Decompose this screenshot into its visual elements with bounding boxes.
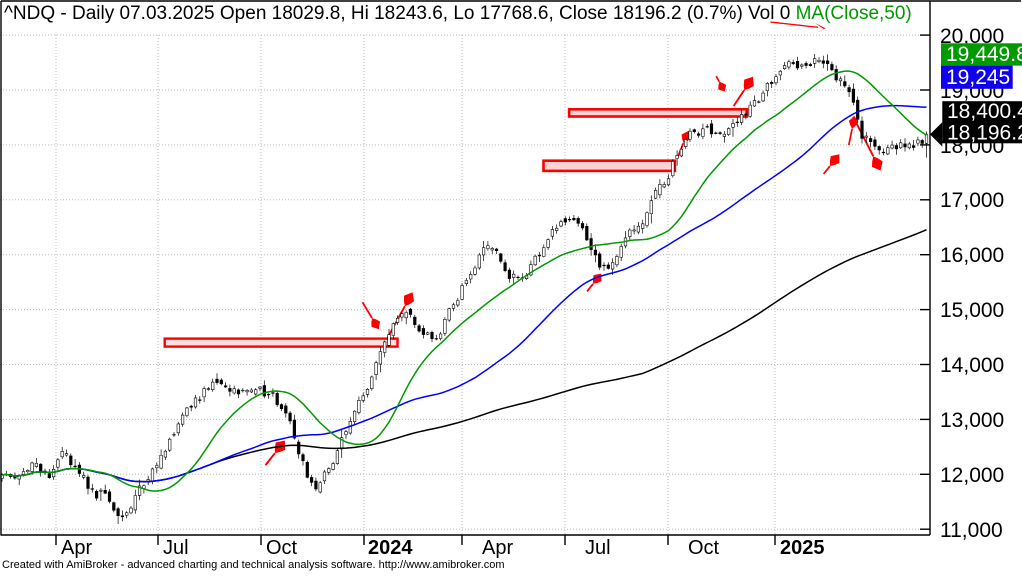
svg-text:18,196.2: 18,196.2	[947, 122, 1022, 145]
svg-text:18,400.4: 18,400.4	[947, 100, 1022, 123]
svg-text:14,000: 14,000	[940, 354, 1004, 377]
svg-text:Oct: Oct	[688, 537, 720, 559]
svg-text:13,000: 13,000	[940, 409, 1004, 432]
svg-text:^NDQ - Daily 07.03.2025 Open 1: ^NDQ - Daily 07.03.2025 Open 18029.8, Hi…	[4, 3, 912, 24]
svg-text:2025: 2025	[780, 537, 825, 559]
svg-text:15,000: 15,000	[940, 299, 1004, 322]
svg-text:12,000: 12,000	[940, 464, 1004, 487]
svg-text:Jul: Jul	[163, 537, 189, 559]
svg-text:Jul: Jul	[585, 537, 611, 559]
svg-text:2024: 2024	[368, 537, 413, 559]
svg-text:11,000: 11,000	[940, 519, 1003, 542]
svg-text:19,245: 19,245	[946, 66, 1010, 89]
svg-text:16,000: 16,000	[940, 244, 1004, 267]
svg-text:Apr: Apr	[61, 537, 92, 559]
svg-text:Oct: Oct	[266, 537, 298, 559]
svg-text:17,000: 17,000	[940, 189, 1004, 212]
svg-text:19,449.8: 19,449.8	[946, 43, 1022, 66]
svg-text:Apr: Apr	[482, 537, 513, 559]
svg-text:Created with AmiBroker - advan: Created with AmiBroker - advanced charti…	[2, 559, 505, 571]
